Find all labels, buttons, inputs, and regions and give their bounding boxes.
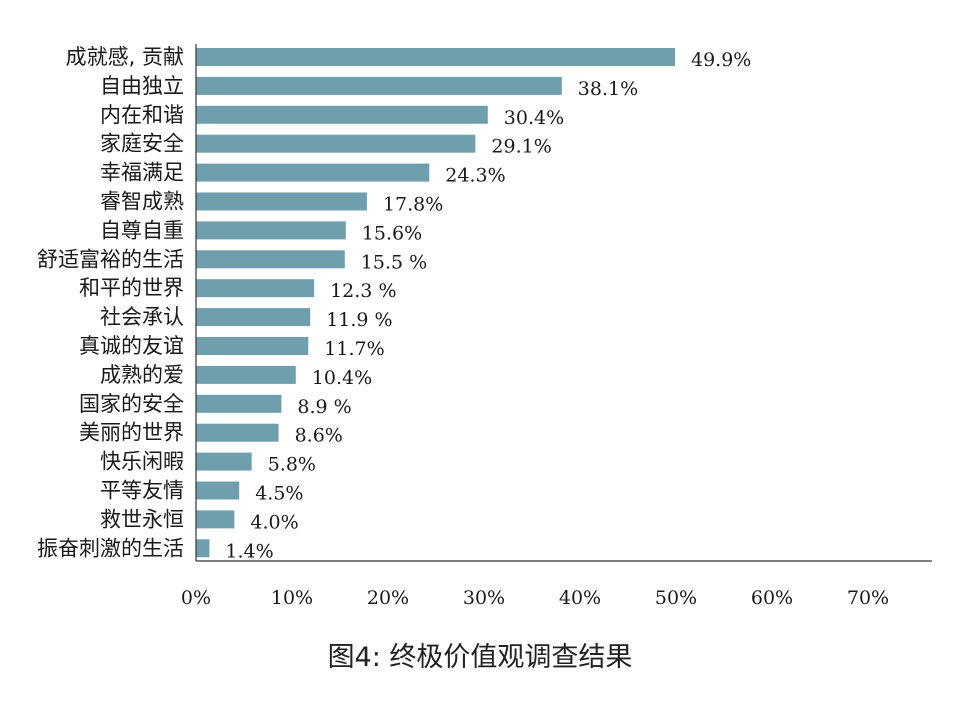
value-label: 12.3 % (330, 280, 396, 302)
value-labels: 49.9% 38.1% 30.4% 29.1% 24.3%17.8% 15.6% 15.5 … (225, 49, 751, 562)
bar (196, 308, 311, 327)
value-label: 11.9 % (326, 309, 392, 331)
category-labels: 成就感, 贡献自由独立内在和谐家庭安全幸福满足睿智成熟自尊自重舒适富裕的生活和平… (37, 45, 184, 560)
category-label: 幸福满足 (100, 161, 184, 185)
category-label: 家庭安全 (100, 132, 184, 156)
figure-caption: 图4: 终极价值观调查结果 (327, 642, 633, 673)
category-label: 和平的世界 (79, 276, 184, 300)
x-tick-label: 10% (271, 587, 313, 609)
bar (196, 279, 315, 298)
value-label: 5.8% (268, 454, 316, 476)
category-label: 成就感, 贡献 (66, 45, 184, 69)
bar (196, 192, 367, 211)
value-label: 15.6% (362, 222, 422, 244)
bar (196, 423, 279, 442)
category-label: 平等友情 (100, 479, 184, 503)
bar (196, 337, 309, 355)
x-tick-label: 0% (181, 587, 211, 609)
x-tick-label: 60% (751, 587, 793, 609)
value-label: 8.9 % (297, 396, 351, 418)
bar (196, 250, 345, 269)
value-label: 15.5 % (361, 251, 427, 273)
bars-group (196, 48, 675, 558)
category-label: 美丽的世界 (79, 421, 184, 445)
category-label: 自尊自重 (100, 218, 184, 242)
value-label: 4.5% (255, 483, 303, 505)
category-label: 振奋刺激的生活 (37, 536, 184, 560)
value-label: 24.3% (445, 165, 505, 187)
x-tick-label: 70% (847, 587, 889, 609)
value-label: 10.4% (312, 367, 372, 389)
bar (196, 105, 488, 124)
category-label: 快乐闲暇 (100, 450, 184, 474)
bar (196, 163, 430, 182)
category-label: 社会承认 (100, 305, 184, 329)
x-tick-label: 20% (367, 587, 409, 609)
bar (196, 394, 282, 413)
bar (196, 48, 675, 66)
value-label: 11.7% (324, 338, 384, 360)
bar (196, 481, 240, 500)
value-label: 17.8% (383, 194, 443, 216)
category-label: 内在和谐 (100, 103, 184, 127)
category-label: 救世永恒 (100, 507, 184, 531)
value-label: 4.0% (250, 511, 298, 533)
value-label: 38.1% (578, 78, 638, 100)
x-tick-label: 40% (559, 587, 601, 609)
category-label: 自由独立 (100, 74, 184, 98)
category-label: 舒适富裕的生活 (37, 247, 184, 271)
bar (196, 221, 346, 240)
x-tick-label: 50% (655, 587, 697, 609)
x-tick-label: 30% (463, 587, 505, 609)
value-label: 30.4% (504, 107, 564, 129)
bar (196, 365, 296, 384)
bar (196, 510, 235, 529)
bar (196, 76, 562, 95)
category-label: 睿智成熟 (100, 190, 184, 214)
value-label: 49.9% (691, 49, 751, 71)
category-label: 成熟的爱 (100, 363, 184, 387)
value-label: 1.4% (225, 540, 273, 562)
category-label: 真诚的友谊 (79, 334, 184, 358)
value-label: 29.1% (491, 136, 551, 158)
x-tick-labels: 0% 10% 20% 30% 40% 50% 60% 70% (181, 587, 889, 609)
bar (196, 134, 476, 153)
value-label: 8.6% (295, 425, 343, 447)
category-label: 国家的安全 (79, 392, 184, 416)
bar (196, 452, 252, 471)
bar (196, 539, 210, 558)
